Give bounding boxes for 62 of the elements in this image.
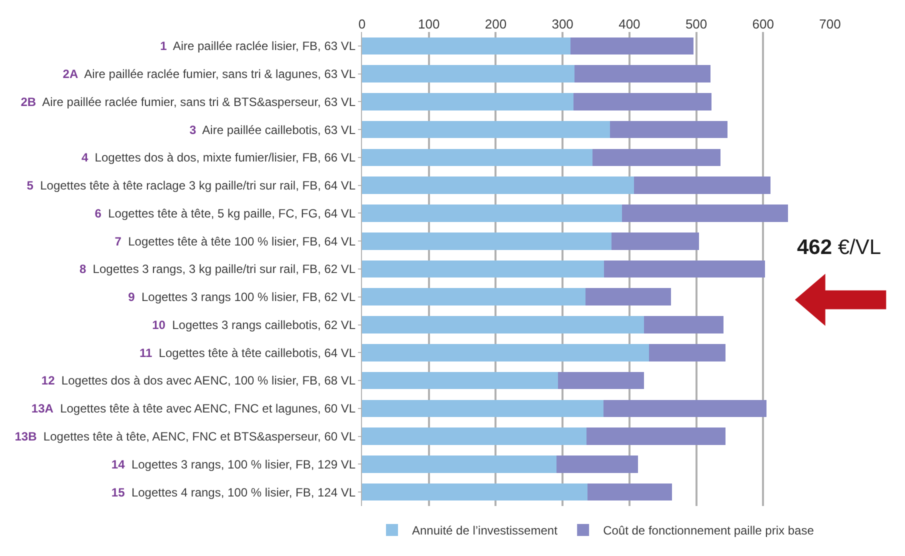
y-tick-label: 13B Logettes tête à tête, AENC, FNC et BTS&asperseur, 60 VL xyxy=(14,429,356,444)
x-tick-label: 600 xyxy=(752,16,774,32)
bar xyxy=(362,148,593,166)
y-tick-label: 1 Aire paillée raclée lisier, FB, 63 VL xyxy=(160,39,356,54)
bar xyxy=(362,456,557,473)
x-tick-label: 400 xyxy=(618,16,640,32)
bar xyxy=(604,260,766,278)
bar xyxy=(362,344,649,362)
bar xyxy=(362,176,634,194)
y-tick-label: 10 Logettes 3 rangs caillebotis, 62 VL xyxy=(152,318,356,332)
bar xyxy=(610,120,728,138)
x-tick-label: 500 xyxy=(685,16,708,32)
y-tick-label: 14 Logettes 3 rangs, 100 % lisier, FB, 129 VL xyxy=(111,457,356,472)
y-tick-label: 11 Logettes tête à tête caillebotis, 64 VL xyxy=(139,346,356,360)
y-tick-label: 4 Logettes dos à dos, mixte fumier/lisier, FB, 66 VL xyxy=(81,150,356,165)
bar xyxy=(362,260,604,278)
bar xyxy=(362,65,575,82)
bar xyxy=(362,400,604,418)
bar xyxy=(362,120,610,138)
y-tick-label: 2A Aire paillée raclée fumier, sans tri & lagunes, 63 VL xyxy=(62,67,356,82)
y-tick-label: 13A Logettes tête à tête avec AENC, FNC et lagunes, 60 VL xyxy=(31,402,356,416)
bar xyxy=(362,316,644,334)
bar xyxy=(622,204,788,222)
x-tick-label: 200 xyxy=(484,16,507,32)
x-tick-label: 700 xyxy=(819,16,841,32)
bar xyxy=(362,232,612,250)
bar xyxy=(603,400,766,418)
annotation: 462 €/VL xyxy=(797,236,882,259)
y-tick-label: 3 Aire paillée caillebotis, 63 VL xyxy=(189,122,356,137)
bar xyxy=(362,204,622,222)
bar xyxy=(634,176,770,194)
bar xyxy=(573,93,712,110)
bar xyxy=(611,232,699,250)
legend-label: Annuité de l’investissement xyxy=(412,524,558,538)
y-tick-label: 8 Logettes 3 rangs, 3 kg paille/tri sur rail, FB, 62 VL xyxy=(79,262,356,276)
bar xyxy=(362,93,574,110)
bar xyxy=(587,483,672,501)
bar xyxy=(574,65,710,82)
bar xyxy=(362,37,571,55)
bar xyxy=(362,372,558,390)
bar xyxy=(362,428,587,445)
bar xyxy=(570,37,694,55)
bar xyxy=(362,483,588,501)
y-tick-label: 6 Logettes tête à tête, 5 kg paille, FC, FG, 64 VL xyxy=(94,206,356,220)
bar xyxy=(362,288,586,306)
bar xyxy=(585,288,671,306)
bar xyxy=(648,344,726,362)
y-tick-label: 5 Logettes tête à tête raclage 3 kg paille/tri sur rail, FB, 64 VL xyxy=(26,178,356,193)
bar xyxy=(558,372,644,390)
y-tick-label: 9 Logettes 3 rangs 100 % lisier, FB, 62 VL xyxy=(128,290,356,304)
x-tick-label: 0 xyxy=(358,16,366,32)
y-tick-label: 12 Logettes dos à dos avec AENC, 100 % lisier, FB, 68 VL xyxy=(41,374,356,388)
bar xyxy=(592,148,720,166)
bar xyxy=(644,316,724,334)
bar xyxy=(586,428,726,445)
bar xyxy=(556,456,638,473)
x-tick-label: 100 xyxy=(418,16,440,32)
x-tick-label: 300 xyxy=(552,16,574,32)
y-tick-label: 7 Logettes tête à tête 100 % lisier, FB, 64 VL xyxy=(114,234,356,248)
y-tick-label: 15 Logettes 4 rangs, 100 % lisier, FB, 124 VL xyxy=(111,485,356,500)
y-tick-label: 2B Aire paillée raclée fumier, sans tri & BTS&asperseur, 63 VL xyxy=(20,94,356,109)
legend-label: Coût de fonctionnement paille prix base xyxy=(603,524,814,538)
